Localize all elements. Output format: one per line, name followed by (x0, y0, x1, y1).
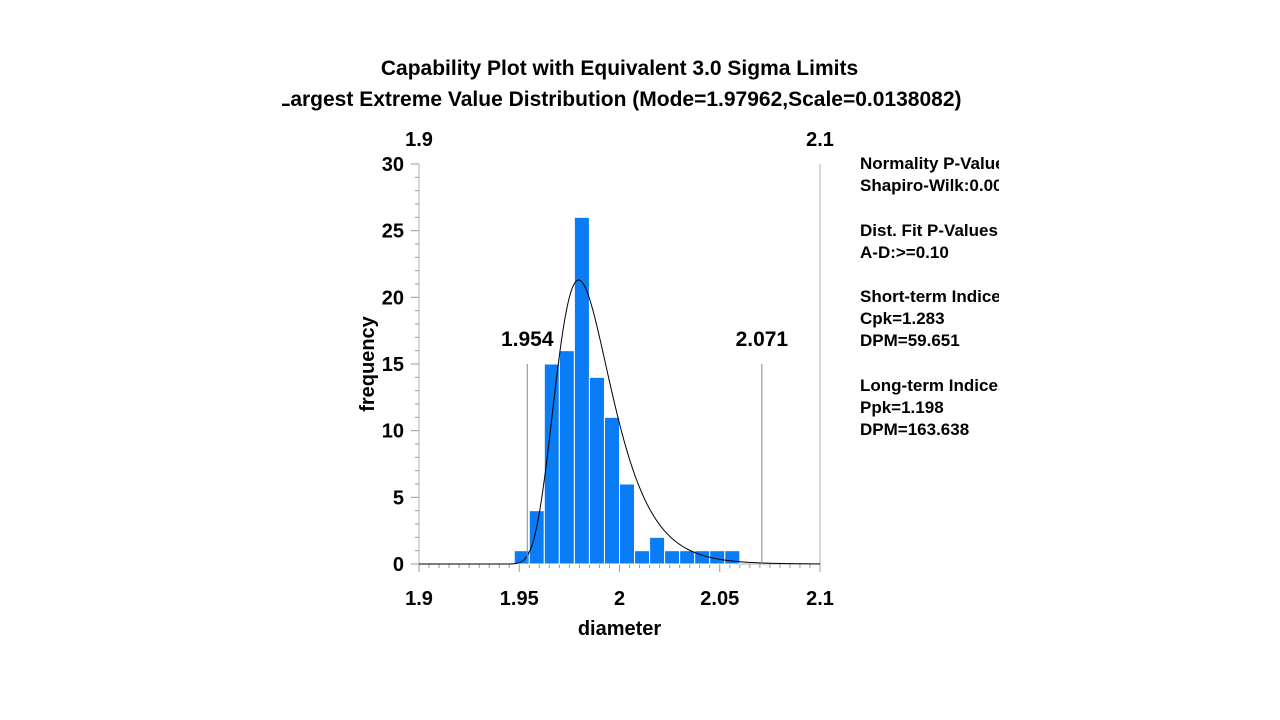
histogram-bar (634, 550, 651, 565)
fitted-distribution-curve (419, 279, 820, 565)
short-term-cpk: Cpk=1.283 (860, 309, 945, 328)
normality-heading: Normality P-Value (860, 154, 999, 173)
y-tick-label: 20 (382, 287, 404, 309)
x-tick-label: 2.05 (700, 588, 739, 610)
capability-plot-panel: Capability Plot with Equivalent 3.0 Sigm… (282, 50, 999, 650)
histogram-bar (603, 416, 620, 565)
y-tick-label: 25 (382, 221, 404, 243)
short-term-dpm: DPM=59.651 (860, 331, 960, 350)
y-axis-title: frequency (357, 315, 379, 411)
long-term-dpm: DPM=163.638 (860, 420, 970, 439)
dist-fit-value: A-D:>=0.10 (860, 243, 949, 262)
histogram-bar (558, 350, 575, 565)
histogram-bar (679, 550, 696, 565)
y-tick-label: 15 (382, 354, 404, 376)
short-term-heading: Short-term Indices (860, 287, 999, 306)
short-term-block: Short-term Indices Cpk=1.283 DPM=59.651 (860, 286, 999, 352)
x-tick-label: 1.9 (405, 588, 433, 610)
histogram-bar (588, 376, 605, 565)
dist-fit-block: Dist. Fit P-Values A-D:>=0.10 (860, 220, 998, 264)
normality-value: Shapiro-Wilk:0.000 (860, 176, 999, 195)
long-term-block: Long-term Indices Ppk=1.198 DPM=163.638 (860, 375, 999, 441)
histogram-bar (664, 550, 681, 565)
x-axis-title: diameter (578, 618, 662, 640)
long-term-ppk: Ppk=1.198 (860, 398, 944, 417)
x-tick-label: 2.1 (806, 588, 834, 610)
long-term-heading: Long-term Indices (860, 376, 999, 395)
y-tick-label: 30 (382, 154, 404, 176)
top-axis-label-left: 1.9 (405, 129, 433, 151)
chart-title: Capability Plot with Equivalent 3.0 Sigm… (380, 57, 859, 80)
histogram-bar (573, 216, 590, 565)
y-tick-label: 5 (393, 487, 404, 509)
histogram-bar (619, 483, 636, 565)
sigma-limit-label: 1.954 (501, 328, 554, 351)
sigma-limit-label: 2.071 (736, 328, 789, 351)
normality-block: Normality P-Value Shapiro-Wilk:0.000 (860, 153, 999, 197)
chart-subtitle: Largest Extreme Value Distribution (Mode… (282, 88, 962, 111)
histogram-bar (694, 550, 711, 565)
y-tick-label: 10 (382, 421, 404, 443)
histogram-bar (528, 510, 545, 565)
dist-fit-heading: Dist. Fit P-Values (860, 221, 998, 240)
top-axis-label-right: 2.1 (806, 129, 834, 151)
x-tick-label: 2 (614, 588, 625, 610)
x-tick-label: 1.95 (500, 588, 539, 610)
y-tick-label: 0 (393, 554, 404, 576)
histogram-bar (649, 536, 666, 565)
